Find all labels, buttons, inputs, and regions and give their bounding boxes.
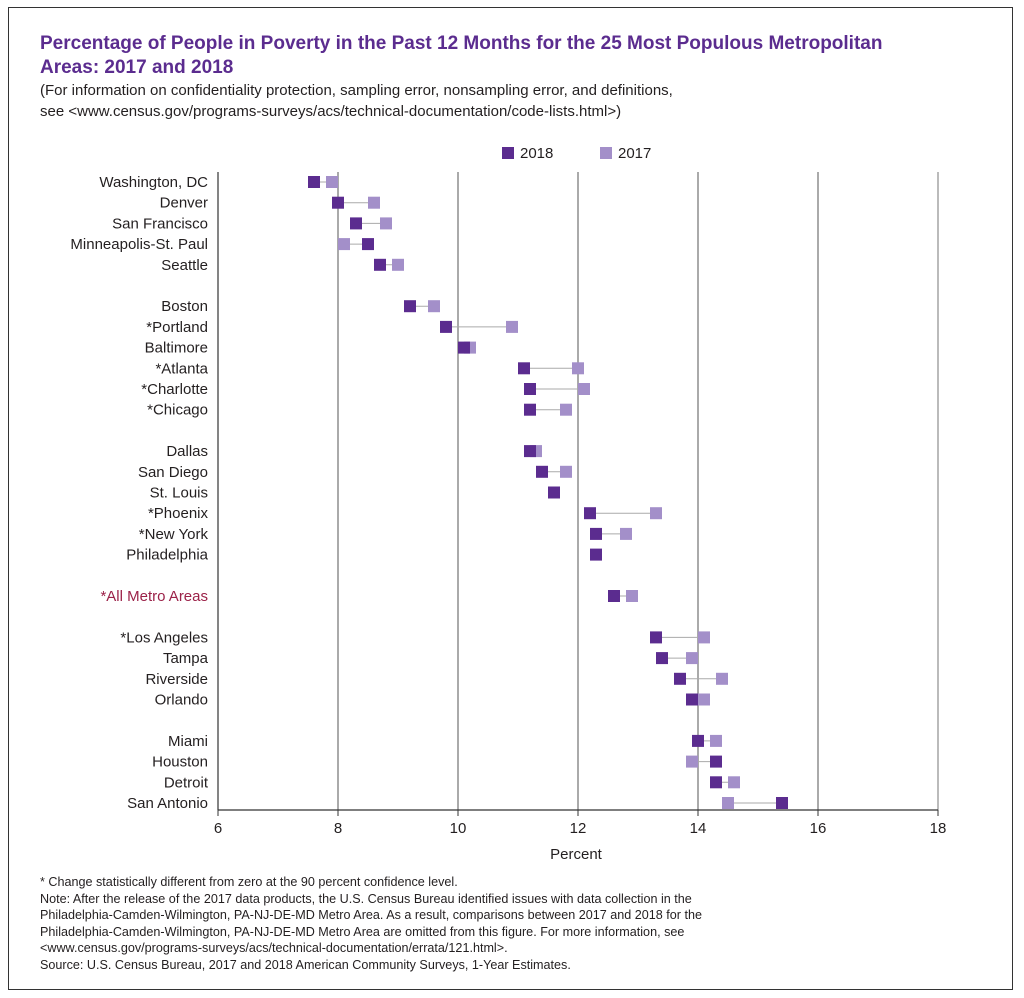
category-label: *Los Angeles xyxy=(120,629,208,646)
point-2018 xyxy=(710,776,722,789)
point-2018 xyxy=(440,320,452,333)
category-label: Minneapolis-St. Paul xyxy=(70,236,208,253)
category-label: *Phoenix xyxy=(148,505,209,522)
point-2017 xyxy=(380,217,392,230)
legend-swatch-2017 xyxy=(600,147,612,159)
category-label: *Atlanta xyxy=(155,360,208,377)
category-label: *All Metro Areas xyxy=(100,588,208,605)
point-2017 xyxy=(716,672,728,685)
category-label: Boston xyxy=(161,298,208,315)
point-2017 xyxy=(698,693,710,706)
point-2018 xyxy=(656,652,668,665)
point-2017 xyxy=(710,734,722,747)
footnote-note-line: Note: After the release of the 2017 data… xyxy=(40,891,692,906)
point-2017 xyxy=(368,196,380,209)
legend-label-2017: 2017 xyxy=(618,145,651,162)
x-axis-label: Percent xyxy=(550,846,603,863)
point-2018 xyxy=(590,527,602,540)
category-label: Dallas xyxy=(166,443,208,460)
point-2018 xyxy=(536,465,548,478)
category-label: Miami xyxy=(168,733,208,750)
category-label: Riverside xyxy=(145,671,208,688)
x-tick-label: 10 xyxy=(450,820,467,837)
point-2018 xyxy=(524,445,536,458)
category-label: Orlando xyxy=(155,692,208,709)
point-2018 xyxy=(674,672,686,685)
category-label: St. Louis xyxy=(150,485,208,502)
category-label: *Portland xyxy=(146,319,208,336)
point-2017 xyxy=(560,465,572,478)
category-label: San Antonio xyxy=(127,795,208,812)
category-label: *Charlotte xyxy=(141,381,208,398)
point-2017 xyxy=(560,403,572,416)
point-2017 xyxy=(722,797,734,809)
legend-label-2018: 2018 xyxy=(520,145,553,162)
point-2018 xyxy=(548,486,560,499)
point-2018 xyxy=(608,590,620,602)
point-2017 xyxy=(506,320,518,333)
x-tick-label: 12 xyxy=(570,820,587,837)
subtitle-line: see <www.census.gov/programs-surveys/acs… xyxy=(40,103,622,120)
point-2017 xyxy=(392,258,404,271)
x-tick-label: 14 xyxy=(690,820,707,837)
category-label: Denver xyxy=(160,195,208,212)
x-tick-label: 16 xyxy=(810,820,827,837)
footnote-significance: * Change statistically different from ze… xyxy=(40,875,458,889)
x-tick-label: 18 xyxy=(930,820,947,837)
footnote-note-line: <www.census.gov/programs-surveys/acs/tec… xyxy=(40,941,508,955)
legend-swatch-2018 xyxy=(502,147,514,159)
point-2017 xyxy=(572,362,584,375)
footnote-note-line: Philadelphia-Camden-Wilmington, PA-NJ-DE… xyxy=(40,908,702,922)
point-2018 xyxy=(692,734,704,747)
x-tick-label: 6 xyxy=(214,820,222,837)
footnote-source: Source: U.S. Census Bureau, 2017 and 201… xyxy=(40,957,571,972)
category-label: Philadelphia xyxy=(126,547,208,564)
category-label: Detroit xyxy=(164,774,209,791)
category-label: Seattle xyxy=(161,257,208,274)
point-2018 xyxy=(590,548,602,561)
category-label: Tampa xyxy=(163,650,209,667)
poverty-dot-plot: 6 8 10 12 14 16 18 Percent 2018 2017 Washington, D… xyxy=(70,145,947,863)
point-2018 xyxy=(374,258,386,271)
point-2018 xyxy=(308,176,320,188)
point-2018 xyxy=(650,631,662,644)
point-2017 xyxy=(338,238,350,251)
category-label: San Francisco xyxy=(112,215,208,232)
chart-subtitle: (For information on confidentiality prot… xyxy=(40,80,940,122)
point-2017 xyxy=(578,383,590,395)
point-2018 xyxy=(524,383,536,395)
point-2018 xyxy=(458,341,470,354)
point-2018 xyxy=(710,755,722,768)
point-2018 xyxy=(584,507,596,520)
point-2017 xyxy=(686,652,698,665)
point-2018 xyxy=(524,403,536,416)
point-2017 xyxy=(650,507,662,520)
point-2018 xyxy=(776,797,788,809)
point-2017 xyxy=(686,755,698,768)
category-label: Baltimore xyxy=(145,340,208,357)
footnote-note-line: Philadelphia-Camden-Wilmington, PA-NJ-DE… xyxy=(40,924,685,939)
point-2017 xyxy=(728,776,740,789)
footnotes: * Change statistically different from ze… xyxy=(40,874,940,973)
point-2018 xyxy=(362,238,374,251)
category-label: *New York xyxy=(139,526,209,543)
point-2017 xyxy=(620,527,632,540)
category-label: Houston xyxy=(152,754,208,771)
point-2017 xyxy=(626,590,638,602)
point-2018 xyxy=(350,217,362,230)
point-2018 xyxy=(404,300,416,313)
point-2017 xyxy=(326,176,338,188)
x-tick-label: 8 xyxy=(334,820,342,837)
figure-frame xyxy=(8,7,1013,990)
subtitle-line: (For information on confidentiality prot… xyxy=(40,82,673,99)
category-label: San Diego xyxy=(138,464,208,481)
point-2017 xyxy=(428,300,440,313)
point-2018 xyxy=(686,693,698,706)
point-2018 xyxy=(332,196,344,209)
point-2017 xyxy=(698,631,710,644)
chart-title: Percentage of People in Poverty in the P… xyxy=(40,33,883,78)
category-label: Washington, DC xyxy=(99,174,208,191)
point-2018 xyxy=(518,362,530,375)
category-label: *Chicago xyxy=(147,402,208,419)
